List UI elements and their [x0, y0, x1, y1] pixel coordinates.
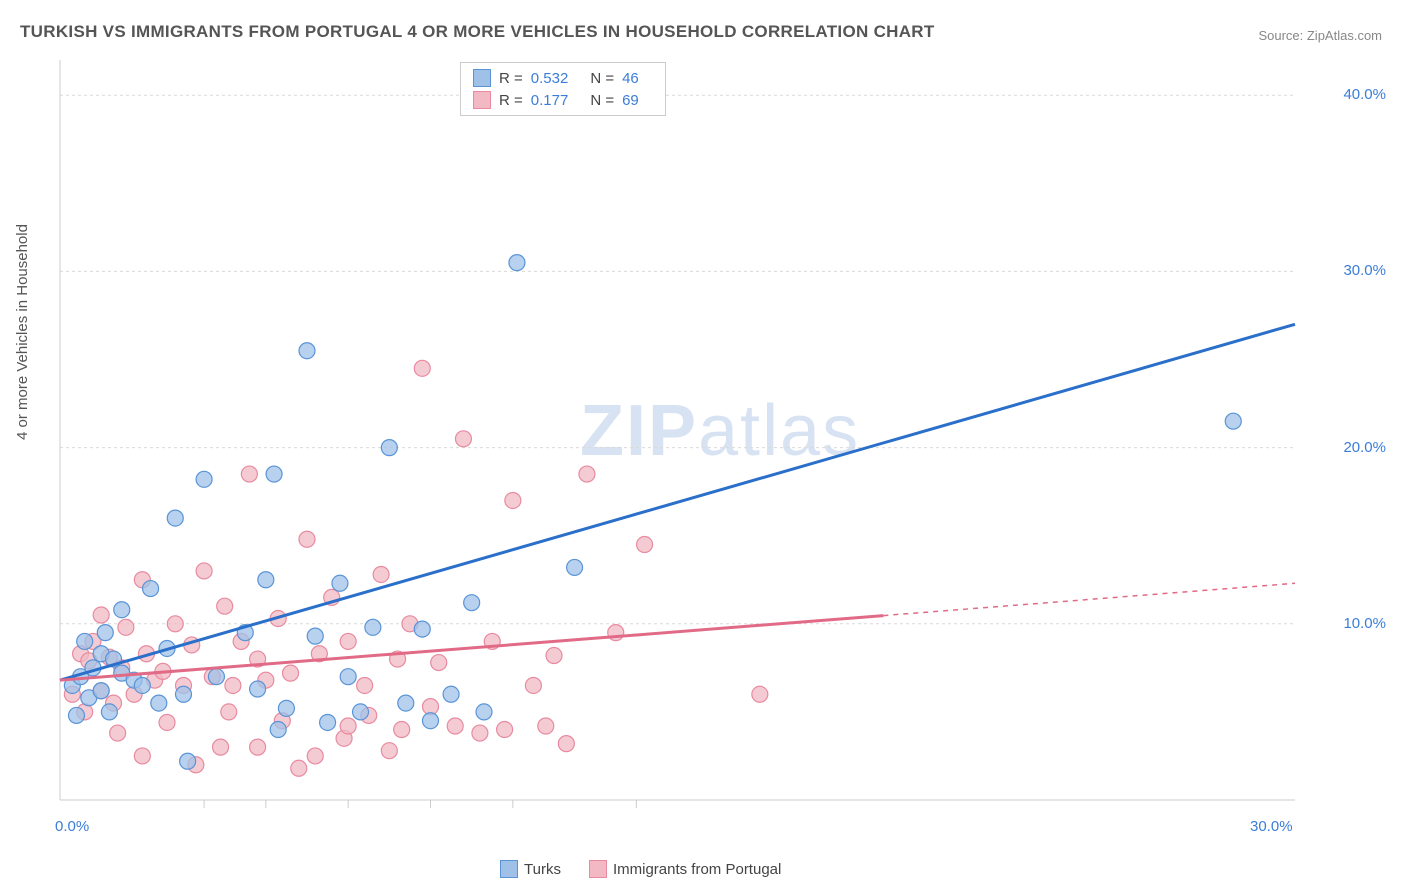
- r-value: 0.532: [531, 70, 569, 87]
- y-tick-label: 30.0%: [1343, 262, 1386, 279]
- legend-item: Turks: [500, 860, 561, 878]
- legend-swatch: [500, 860, 518, 878]
- n-label: N =: [590, 92, 614, 109]
- y-axis-label: 4 or more Vehicles in Household: [14, 224, 31, 440]
- r-legend-row: R = 0.532 N = 46: [473, 67, 653, 89]
- n-value: 46: [622, 70, 639, 87]
- y-tick-label: 20.0%: [1343, 439, 1386, 456]
- scatter-plot: [50, 60, 1350, 840]
- n-label: N =: [590, 70, 614, 87]
- x-tick-label: 30.0%: [1250, 818, 1293, 835]
- legend-label: Immigrants from Portugal: [613, 861, 781, 878]
- y-tick-label: 40.0%: [1343, 86, 1386, 103]
- series-legend: Turks Immigrants from Portugal: [500, 860, 781, 878]
- chart-title: TURKISH VS IMMIGRANTS FROM PORTUGAL 4 OR…: [20, 22, 935, 42]
- correlation-chart: TURKISH VS IMMIGRANTS FROM PORTUGAL 4 OR…: [0, 0, 1406, 892]
- r-label: R =: [499, 70, 523, 87]
- r-legend-row: R = 0.177 N = 69: [473, 89, 653, 111]
- r-label: R =: [499, 92, 523, 109]
- legend-swatch: [473, 91, 491, 109]
- source-label: Source: ZipAtlas.com: [1258, 28, 1382, 43]
- x-tick-label: 0.0%: [55, 818, 89, 835]
- legend-swatch: [473, 69, 491, 87]
- legend-swatch: [589, 860, 607, 878]
- correlation-legend: R = 0.532 N = 46 R = 0.177 N = 69: [460, 62, 666, 116]
- n-value: 69: [622, 92, 639, 109]
- r-value: 0.177: [531, 92, 569, 109]
- legend-label: Turks: [524, 861, 561, 878]
- legend-item: Immigrants from Portugal: [589, 860, 781, 878]
- y-tick-label: 10.0%: [1343, 615, 1386, 632]
